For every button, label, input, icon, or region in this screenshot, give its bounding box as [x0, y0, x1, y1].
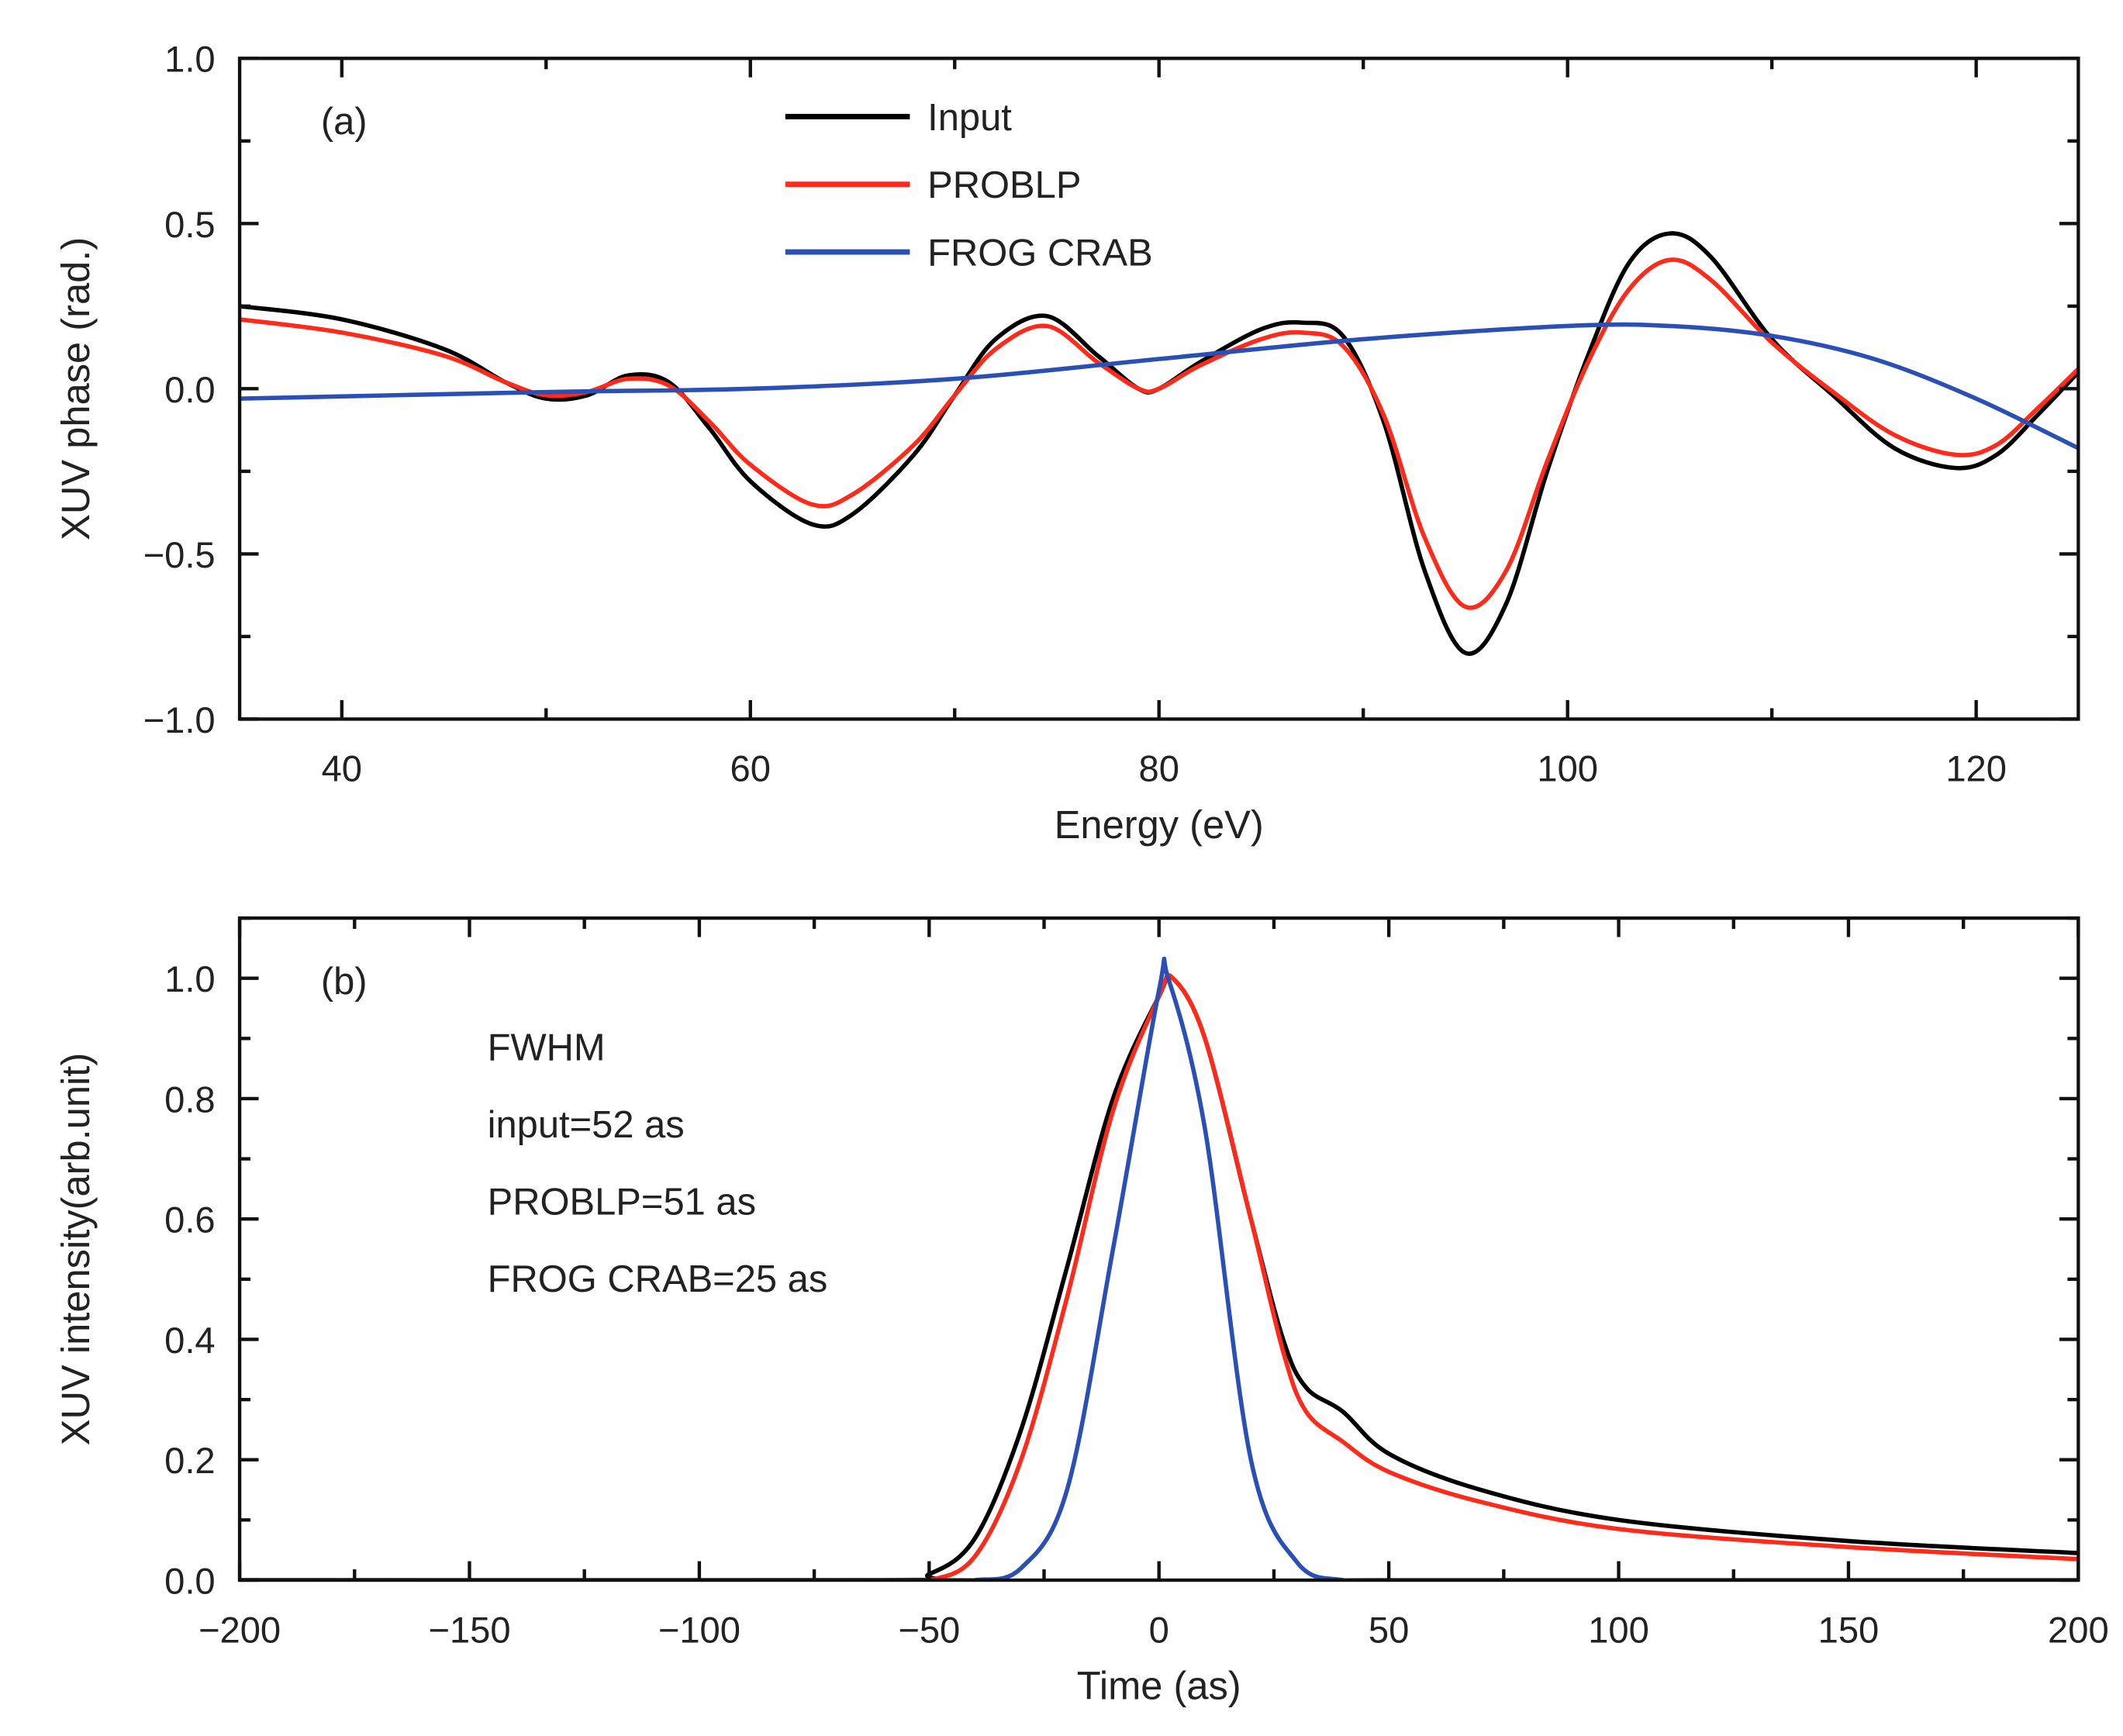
fwhm-annotation: FROG CRAB=25 as [488, 1258, 828, 1300]
panel-label: (b) [321, 961, 368, 1003]
x-tick-label: −200 [198, 1609, 281, 1650]
y-tick-label: 0.0 [164, 369, 216, 410]
y-tick-label: 1.0 [164, 958, 216, 999]
panel-label: (a) [321, 101, 368, 143]
series-group [240, 956, 2079, 1580]
x-tick-label: 100 [1537, 748, 1598, 789]
plot-frame [237, 916, 2080, 1582]
x-tick-label: 200 [2048, 1609, 2109, 1650]
y-tick-label: 0.8 [164, 1079, 216, 1120]
fwhm-annotation: input=52 as [488, 1104, 685, 1146]
series-line-frog-crab [240, 956, 2079, 1580]
y-axis-label: XUV intensity(arb.unit) [54, 1053, 98, 1445]
x-tick-label: −100 [658, 1609, 740, 1650]
x-tick-label: 50 [1369, 1609, 1409, 1650]
y-tick-label: 0.6 [164, 1199, 216, 1241]
y-tick-label: −0.5 [143, 534, 216, 575]
x-tick-label: 40 [322, 748, 362, 789]
y-tick-label: 0.2 [164, 1440, 216, 1481]
panel-a-phase-chart: 40 60 80 100 120 −1.0 −0.5 0.0 0.5 1.0 Energy (eV)… [54, 39, 2080, 847]
y-tick-label: 0.4 [164, 1320, 216, 1361]
y-tick-label: 1.0 [164, 39, 216, 80]
x-tick-label: 120 [1945, 748, 2007, 789]
legend-label: PROBLP [927, 164, 1081, 206]
series-line-frog-crab [240, 322, 2079, 450]
legend-label: Input [927, 97, 1012, 139]
y-tick-label: 0.5 [164, 204, 216, 245]
series-line-problp [240, 972, 2079, 1580]
series-line-problp [240, 257, 2079, 610]
legend-label: FROG CRAB [927, 232, 1153, 274]
y-tick-label: −1.0 [143, 699, 216, 740]
series-line-input [240, 231, 2079, 656]
x-tick-label: −50 [898, 1609, 960, 1650]
x-axis-label: Energy (eV) [1055, 802, 1264, 847]
x-tick-label: 0 [1149, 1609, 1169, 1650]
fwhm-annotation: PROBLP=51 as [488, 1182, 756, 1223]
panel-b-intensity-chart: −200 −150 −100 −50 0 50 100 150 200 0.0 0.2 0.4 0.6 0… [54, 916, 2109, 1708]
x-tick-label: 80 [1139, 748, 1179, 789]
y-tick-label: 0.0 [164, 1560, 216, 1601]
x-axis-label: Time (as) [1077, 1664, 1241, 1708]
x-tick-label: 100 [1588, 1609, 1649, 1650]
y-axis-label: XUV phase (rad.) [54, 237, 98, 540]
series-group [240, 231, 2079, 656]
x-tick-label: 60 [730, 748, 771, 789]
x-tick-label: 150 [1818, 1609, 1880, 1650]
fwhm-annotation: FWHM [488, 1027, 606, 1068]
x-tick-label: −150 [428, 1609, 510, 1650]
